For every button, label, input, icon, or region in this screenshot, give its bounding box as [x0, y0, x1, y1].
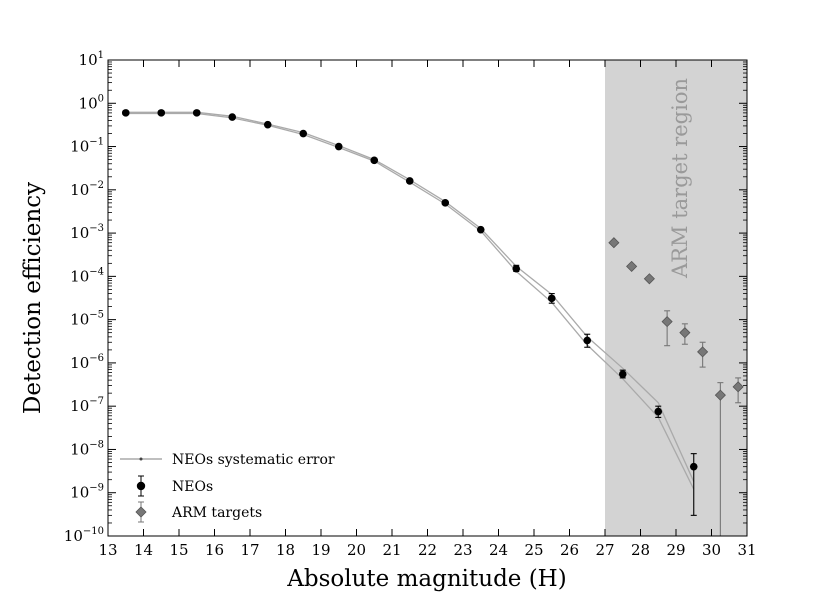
neo-data-point: [689, 462, 698, 471]
x-tick-label: 28: [631, 541, 650, 559]
y-tick-label: 10−10: [64, 526, 104, 545]
y-tick-label: 101: [79, 50, 104, 69]
x-tick-label: 18: [276, 541, 295, 559]
x-axis-title: Absolute magnitude (H): [286, 566, 566, 592]
y-tick-label: 10−9: [70, 483, 104, 502]
x-tick-label: 26: [560, 541, 579, 559]
legend: NEOs systematic error NEOs ARM targets: [120, 452, 335, 523]
x-tick-label: 17: [240, 541, 259, 559]
x-tick-label: 30: [702, 541, 721, 559]
neo-data-point: [121, 109, 130, 117]
neo-data-point: [618, 370, 627, 378]
neo-data-point: [157, 109, 166, 117]
neo-data-point: [334, 142, 343, 151]
legend-marker-neos: [136, 481, 146, 491]
x-tick-label: 16: [205, 541, 224, 559]
y-tick-label: 10−8: [70, 439, 104, 458]
arm-target-region: [605, 60, 747, 536]
x-tick-label: 24: [489, 541, 508, 559]
x-tick-label: 29: [666, 541, 685, 559]
y-tick-label: 10−3: [70, 223, 104, 242]
neo-data-point: [405, 177, 414, 185]
x-tick-label: 31: [737, 541, 756, 559]
x-tick-label: 22: [418, 541, 437, 559]
y-tick-label: 10−7: [70, 396, 104, 415]
y-tick-label: 10−5: [70, 310, 104, 329]
arm-target-point: [679, 327, 691, 339]
x-tick-label: 13: [98, 541, 117, 559]
x-tick-label: 14: [134, 541, 153, 559]
y-tick-label: 10−1: [70, 137, 104, 156]
legend-marker-arm: [135, 506, 147, 518]
neo-data-point: [192, 109, 201, 117]
y-tick-label: 10−6: [70, 353, 104, 372]
y-axis-title: Detection efficiency: [20, 182, 46, 414]
neo-data-point: [370, 156, 379, 165]
neo-data-point: [512, 264, 521, 273]
neo-data-point: [654, 407, 663, 416]
arm-target-point: [661, 316, 673, 328]
y-tick-label: 10−2: [70, 180, 104, 199]
arm-target-point: [714, 389, 726, 401]
x-tick-label: 20: [347, 541, 366, 559]
neo-data-point: [583, 336, 592, 345]
x-tick-label: 19: [311, 541, 330, 559]
x-tick-label: 15: [169, 541, 188, 559]
arm-target-point: [697, 346, 709, 358]
arm-target-region-label: ARM target region: [668, 78, 692, 279]
legend-label-neos: NEOs: [172, 479, 213, 495]
arm-target-point: [732, 381, 744, 393]
arm-target-point: [626, 260, 638, 272]
legend-label-systematic: NEOs systematic error: [172, 452, 335, 468]
neo-data-point: [228, 113, 237, 121]
neo-data-point: [299, 129, 308, 138]
y-tick-label: 100: [79, 93, 104, 112]
x-tick-label: 27: [595, 541, 614, 559]
arm-target-point: [608, 237, 620, 249]
neo-data-point: [441, 199, 450, 207]
neo-data-point: [547, 294, 556, 303]
arm-target-point: [643, 273, 655, 285]
neo-data-point: [476, 225, 485, 234]
y-tick-label: 10−4: [70, 266, 104, 285]
neo-data-point: [263, 120, 272, 129]
x-tick-label: 23: [453, 541, 472, 559]
legend-label-arm: ARM targets: [171, 505, 262, 521]
x-tick-label: 21: [382, 541, 401, 559]
x-tick-label: 25: [524, 541, 543, 559]
legend-dot-systematic: [139, 457, 143, 461]
